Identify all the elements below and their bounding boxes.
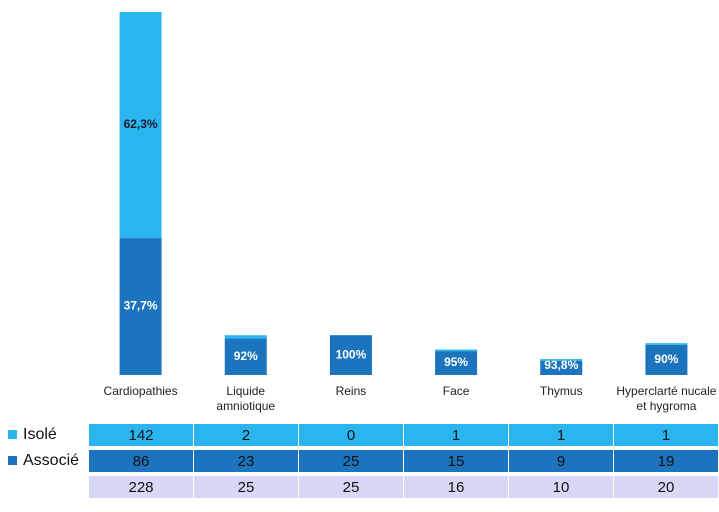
segment-label: 37,7% <box>124 299 158 313</box>
table-cell: 16 <box>404 476 509 498</box>
bar-segment <box>224 338 267 375</box>
table-cell: 10 <box>509 476 614 498</box>
table-cell: 228 <box>89 476 194 498</box>
segment-label: 93,8% <box>544 358 578 372</box>
table-row: Isolé 142 2 0 1 1 1 <box>0 424 719 446</box>
table-cell: 19 <box>614 450 719 472</box>
table-cell: 1 <box>614 424 719 446</box>
bar-segment <box>224 335 267 339</box>
bar-segment <box>119 238 162 375</box>
bar-segment <box>645 344 688 375</box>
x-tick-label: Reins <box>335 384 367 398</box>
legend-swatch <box>8 456 17 465</box>
bar-segment <box>645 343 688 345</box>
legend-label: Associé <box>23 452 80 469</box>
legend-cell: Associé <box>0 450 89 472</box>
table-cell: 25 <box>299 450 404 472</box>
table-row: 228 25 25 16 10 20 <box>0 476 719 498</box>
segment-label: 100% <box>336 347 367 361</box>
segment-label: 92% <box>234 349 258 363</box>
table-cell: 86 <box>89 450 194 472</box>
table-cell: 1 <box>509 424 614 446</box>
data-table: Isolé 142 2 0 1 1 1 Associé 86 23 25 15 9 19 228 25 25 16… <box>0 420 719 502</box>
x-tick-label: Face <box>442 384 470 398</box>
x-tick-label: Liquide amniotique <box>216 384 276 413</box>
legend-label: Isolé <box>23 426 57 443</box>
table-cell: 9 <box>509 450 614 472</box>
bar-segment <box>540 359 583 361</box>
bar-segment <box>435 351 478 375</box>
table-cell: 2 <box>194 424 299 446</box>
x-tick-label: Thymus <box>539 384 583 398</box>
segment-label: 90% <box>654 352 678 366</box>
table-cell: 142 <box>89 424 194 446</box>
table-cell: 25 <box>194 476 299 498</box>
chart: 37,7% 62,3% 92% 100% 95% 93,8% 90% <box>119 12 688 375</box>
table-row: Associé 86 23 25 15 9 19 <box>0 450 719 472</box>
table-cell: 23 <box>194 450 299 472</box>
legend-cell <box>0 476 89 498</box>
legend-swatch <box>8 430 17 439</box>
table-cell: 25 <box>299 476 404 498</box>
legend-cell: Isolé <box>0 424 89 446</box>
segment-label: 95% <box>444 355 468 369</box>
table-cell: 20 <box>614 476 719 498</box>
x-tick-label: Hyperclarté nucale et hygroma <box>616 384 717 413</box>
bar-segment <box>540 360 583 375</box>
bar-segment <box>329 335 372 375</box>
table-cell: 1 <box>404 424 509 446</box>
segment-label: 62,3% <box>124 117 158 131</box>
x-tick-label: Cardiopathies <box>103 384 178 398</box>
table-cell: 15 <box>404 450 509 472</box>
bar-segment <box>435 349 478 352</box>
bar-segment <box>119 12 162 239</box>
table-cell: 0 <box>299 424 404 446</box>
